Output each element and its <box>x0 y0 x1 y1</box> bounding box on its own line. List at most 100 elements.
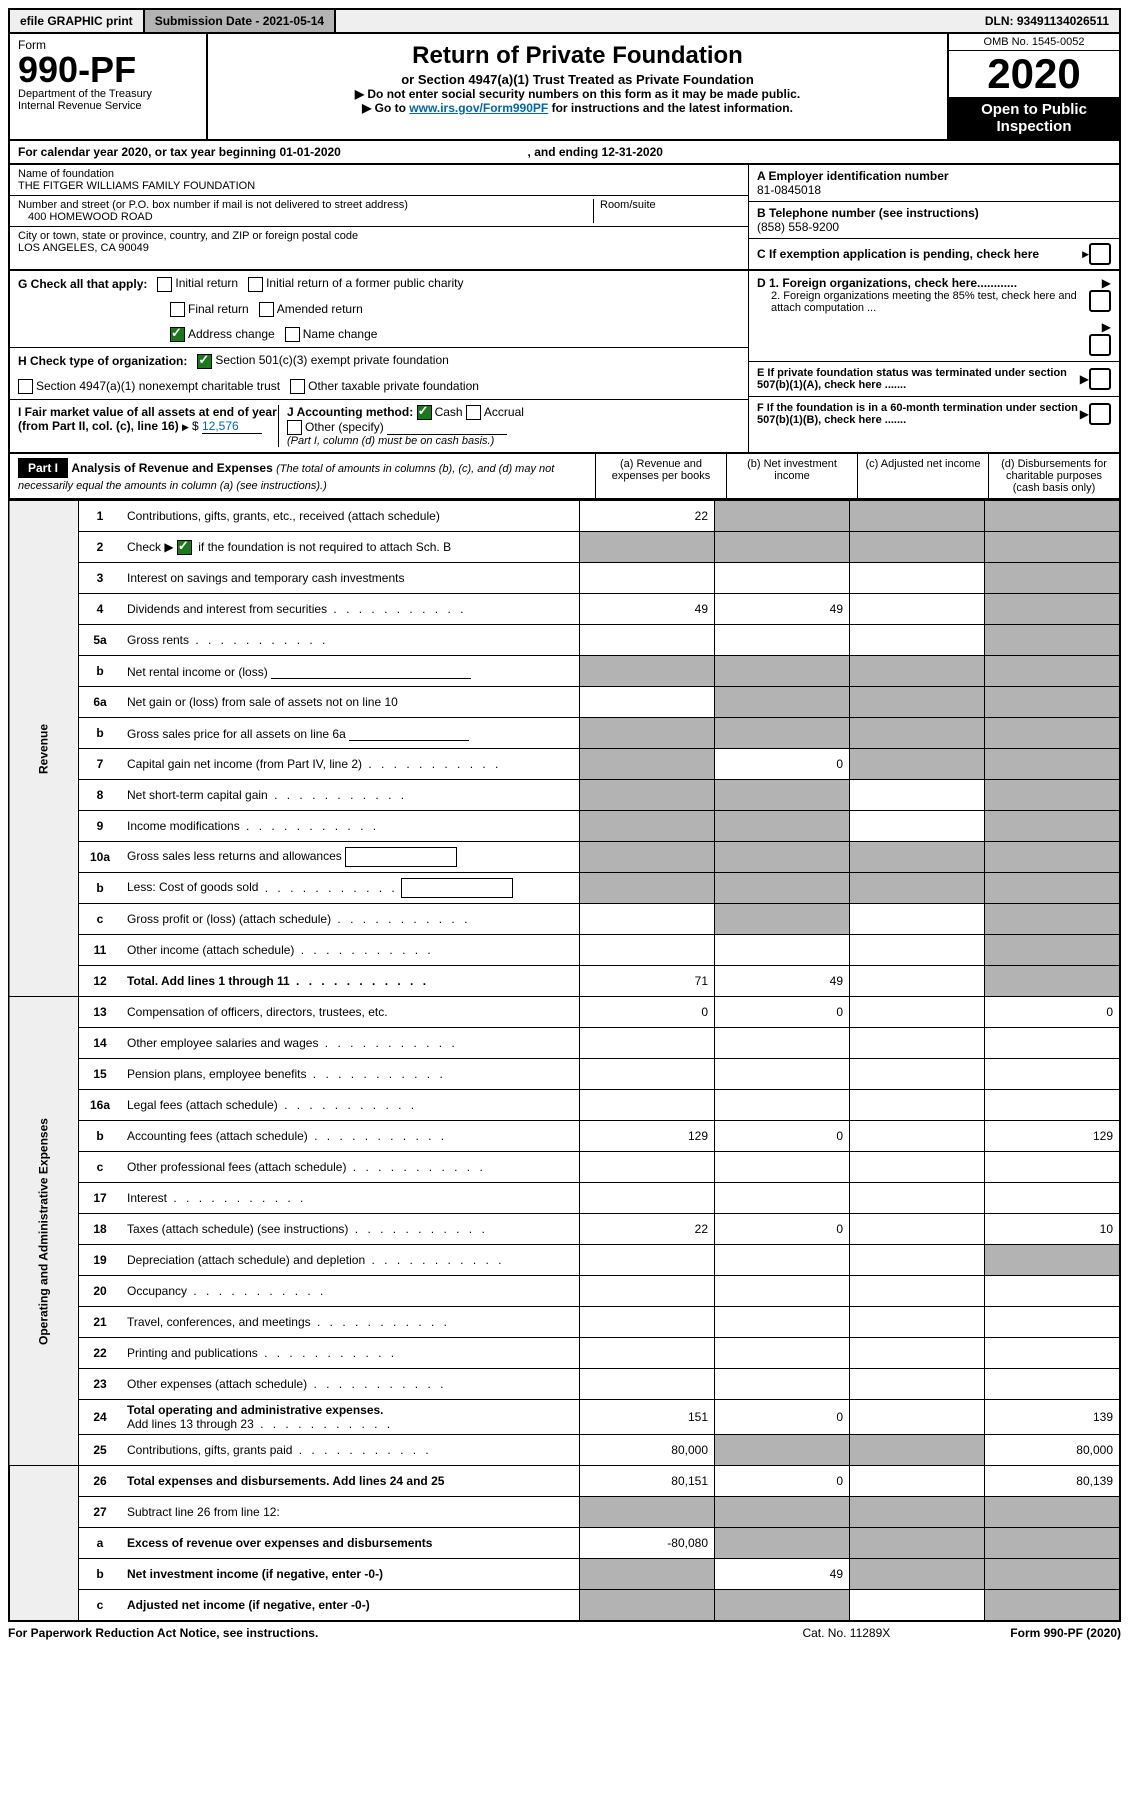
col-a-head: (a) Revenue and expenses per books <box>595 454 726 498</box>
line-7: Capital gain net income (from Part IV, l… <box>121 749 580 780</box>
c-label: C If exemption application is pending, c… <box>757 247 1082 261</box>
line-27a: Excess of revenue over expenses and disb… <box>121 1528 580 1559</box>
i-value: 12,576 <box>202 419 262 434</box>
revenue-label: Revenue <box>9 501 79 997</box>
phone-label: B Telephone number (see instructions) <box>757 206 1111 220</box>
checks-block: G Check all that apply: Initial return I… <box>8 271 1121 454</box>
tax-year: 2020 <box>949 51 1119 97</box>
h-other-checkbox[interactable] <box>290 379 305 394</box>
footer-right: Form 990-PF (2020) <box>1010 1626 1121 1640</box>
line-22: Printing and publications <box>121 1338 580 1369</box>
line-25: Contributions, gifts, grants paid <box>121 1435 580 1466</box>
irs-label: Internal Revenue Service <box>18 100 198 112</box>
name-label: Name of foundation <box>18 168 740 180</box>
line-5b: Net rental income or (loss) <box>121 656 580 687</box>
g-initial-checkbox[interactable] <box>157 277 172 292</box>
ein-label: A Employer identification number <box>757 169 1111 183</box>
line-18: Taxes (attach schedule) (see instruction… <box>121 1214 580 1245</box>
line-4: Dividends and interest from securities <box>121 594 580 625</box>
form-link[interactable]: www.irs.gov/Form990PF <box>409 101 548 115</box>
j-other-checkbox[interactable] <box>287 420 302 435</box>
foundation-name: THE FITGER WILLIAMS FAMILY FOUNDATION <box>18 180 740 192</box>
footer-left: For Paperwork Reduction Act Notice, see … <box>8 1626 318 1640</box>
line-3: Interest on savings and temporary cash i… <box>121 563 580 594</box>
d2-label: 2. Foreign organizations meeting the 85%… <box>757 290 1081 314</box>
line-9: Income modifications <box>121 811 580 842</box>
g-label: G Check all that apply: <box>18 277 147 291</box>
g-final-checkbox[interactable] <box>170 302 185 317</box>
line-14: Other employee salaries and wages <box>121 1028 580 1059</box>
instr-2: ▶ Go to www.irs.gov/Form990PF for instru… <box>228 101 927 115</box>
line-19: Depreciation (attach schedule) and deple… <box>121 1245 580 1276</box>
page-footer: For Paperwork Reduction Act Notice, see … <box>8 1622 1121 1640</box>
form-number: 990-PF <box>18 52 198 88</box>
schb-checkbox[interactable] <box>177 540 192 555</box>
g-initial-former-checkbox[interactable] <box>248 277 263 292</box>
j-label: J Accounting method: <box>287 405 413 419</box>
c-checkbox[interactable] <box>1089 243 1111 265</box>
calendar-year-row: For calendar year 2020, or tax year begi… <box>8 141 1121 165</box>
addr-label: Number and street (or P.O. box number if… <box>18 199 593 211</box>
line-10c: Gross profit or (loss) (attach schedule) <box>121 904 580 935</box>
g-amended-checkbox[interactable] <box>259 302 274 317</box>
top-bar: efile GRAPHIC print Submission Date - 20… <box>8 8 1121 34</box>
e-checkbox[interactable] <box>1089 368 1111 390</box>
line-16c: Other professional fees (attach schedule… <box>121 1152 580 1183</box>
dln-label: DLN: 93491134026511 <box>975 10 1119 32</box>
e-label: E If private foundation status was termi… <box>757 367 1080 391</box>
city-label: City or town, state or province, country… <box>18 230 740 242</box>
line-27b: Net investment income (if negative, ente… <box>121 1559 580 1590</box>
g-name-checkbox[interactable] <box>285 327 300 342</box>
line-20: Occupancy <box>121 1276 580 1307</box>
form-header: Form 990-PF Department of the Treasury I… <box>8 34 1121 141</box>
d1-checkbox[interactable] <box>1089 290 1111 312</box>
instr-1: ▶ Do not enter social security numbers o… <box>228 87 927 101</box>
line-26: Total expenses and disbursements. Add li… <box>121 1466 580 1497</box>
line-10a: Gross sales less returns and allowances <box>121 842 580 873</box>
f-checkbox[interactable] <box>1089 403 1111 425</box>
submission-date: Submission Date - 2021-05-14 <box>145 10 336 32</box>
j-accrual-checkbox[interactable] <box>466 405 481 420</box>
col-d-head: (d) Disbursements for charitable purpose… <box>988 454 1119 498</box>
d1-label: D 1. Foreign organizations, check here..… <box>757 276 1081 290</box>
line-16b: Accounting fees (attach schedule) <box>121 1121 580 1152</box>
d2-checkbox[interactable] <box>1089 334 1111 356</box>
h-4947-checkbox[interactable] <box>18 379 33 394</box>
form-subtitle: or Section 4947(a)(1) Trust Treated as P… <box>228 72 927 87</box>
line-6a: Net gain or (loss) from sale of assets n… <box>121 687 580 718</box>
city-value: LOS ANGELES, CA 90049 <box>18 242 740 254</box>
h-label: H Check type of organization: <box>18 354 187 368</box>
line-24: Total operating and administrative expen… <box>121 1400 580 1435</box>
j-cash-checkbox[interactable] <box>417 405 432 420</box>
form-title: Return of Private Foundation <box>228 42 927 70</box>
ein-value: 81-0845018 <box>757 183 1111 197</box>
line-2: Check ▶ if the foundation is not require… <box>121 532 580 563</box>
col-c-head: (c) Adjusted net income <box>857 454 988 498</box>
entity-block: Name of foundation THE FITGER WILLIAMS F… <box>8 165 1121 271</box>
j-note: (Part I, column (d) must be on cash basi… <box>287 435 740 447</box>
expenses-label: Operating and Administrative Expenses <box>9 997 79 1466</box>
part1-header-row: Part I Analysis of Revenue and Expenses … <box>8 454 1121 500</box>
line-11: Other income (attach schedule) <box>121 935 580 966</box>
f-label: F If the foundation is in a 60-month ter… <box>757 402 1080 426</box>
room-label: Room/suite <box>600 199 740 211</box>
line-12: Total. Add lines 1 through 11 <box>121 966 580 997</box>
line-15: Pension plans, employee benefits <box>121 1059 580 1090</box>
street-address: 400 HOMEWOOD ROAD <box>18 211 593 223</box>
h-501c3-checkbox[interactable] <box>197 354 212 369</box>
line-16a: Legal fees (attach schedule) <box>121 1090 580 1121</box>
part1-title: Analysis of Revenue and Expenses <box>71 461 272 475</box>
phone-value: (858) 558-9200 <box>757 220 1111 234</box>
omb-number: OMB No. 1545-0052 <box>949 34 1119 51</box>
part1-label: Part I <box>18 458 68 478</box>
line-21: Travel, conferences, and meetings <box>121 1307 580 1338</box>
g-address-checkbox[interactable] <box>170 327 185 342</box>
line-1: Contributions, gifts, grants, etc., rece… <box>121 501 580 532</box>
open-inspection: Open to Public Inspection <box>949 97 1119 139</box>
part1-table: Revenue 1Contributions, gifts, grants, e… <box>8 500 1121 1622</box>
line-8: Net short-term capital gain <box>121 780 580 811</box>
line-17: Interest <box>121 1183 580 1214</box>
line-27c: Adjusted net income (if negative, enter … <box>121 1590 580 1622</box>
line-27: Subtract line 26 from line 12: <box>121 1497 580 1528</box>
efile-label[interactable]: efile GRAPHIC print <box>10 10 145 32</box>
